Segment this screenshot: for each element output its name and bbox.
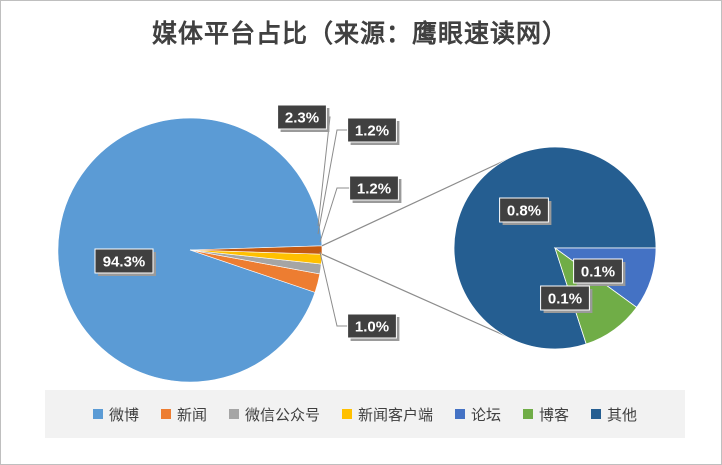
legend-label: 新闻客户端 xyxy=(357,405,433,424)
leader-line xyxy=(319,251,348,327)
legend-swatch xyxy=(341,409,352,419)
leader-lines xyxy=(296,116,350,327)
svg-text:1.2%: 1.2% xyxy=(357,181,391,198)
legend-item-news: 新闻 xyxy=(160,404,207,425)
connector-lines xyxy=(321,158,509,338)
legend-item-other: 其他 xyxy=(591,404,637,425)
legend-item-weibo: 微博 xyxy=(92,404,139,425)
legend-label: 微博 xyxy=(108,405,139,424)
data-label-other-total: 1.0% xyxy=(347,313,400,341)
svg-text:1.0%: 1.0% xyxy=(355,319,389,336)
data-label-news-app: 1.2% xyxy=(349,175,402,203)
legend-label: 博客 xyxy=(539,405,570,424)
svg-text:0.8%: 0.8% xyxy=(507,203,541,220)
legend-item-forum: 论坛 xyxy=(455,404,501,425)
legend-swatch xyxy=(228,409,239,419)
legend-label: 新闻 xyxy=(176,405,207,424)
data-label-forum: 0.1% xyxy=(573,258,626,286)
legend-swatch xyxy=(455,409,465,419)
svg-text:1.2%: 1.2% xyxy=(355,123,389,140)
data-labels: 94.3% 2.3% 1.2% 1.2% 1.0% 0.8% 0.1% 0.1% xyxy=(94,104,626,341)
pie-of-pie-chart: 94.3% 2.3% 1.2% 1.2% 1.0% 0.8% 0.1% 0.1% xyxy=(57,104,657,383)
svg-text:0.1%: 0.1% xyxy=(548,291,582,308)
data-label-news: 2.3% xyxy=(277,104,330,132)
legend-item-blog: 博客 xyxy=(523,404,569,425)
chart-title: 媒体平台占比（来源：鹰眼速读网） xyxy=(151,19,568,48)
legend-item-wechat: 微信公众号 xyxy=(228,404,320,425)
legend-swatch xyxy=(591,409,602,419)
legend-label: 其他 xyxy=(607,405,638,424)
leader-line xyxy=(319,187,350,243)
legend-label: 论坛 xyxy=(471,405,502,424)
legend: 微博 新闻 微信公众号 新闻客户端 论坛 博客 其他 xyxy=(45,390,685,438)
main-pie xyxy=(57,117,323,383)
main-slice-other xyxy=(189,245,323,255)
svg-text:2.3%: 2.3% xyxy=(285,110,319,127)
legend-swatch xyxy=(92,409,103,419)
legend-swatch xyxy=(523,409,534,419)
legend-item-news-app: 新闻客户端 xyxy=(341,404,433,425)
leader-line xyxy=(317,129,348,235)
connector-bottom xyxy=(321,253,509,338)
svg-text:94.3%: 94.3% xyxy=(103,254,146,271)
secondary-pie xyxy=(453,146,657,350)
data-label-other: 0.8% xyxy=(499,197,552,225)
data-label-weibo: 94.3% xyxy=(94,248,156,276)
legend-swatch xyxy=(160,409,171,419)
connector-top xyxy=(321,158,509,247)
main-slice-weibo xyxy=(57,117,323,383)
svg-text:0.1%: 0.1% xyxy=(581,264,615,281)
data-label-blog: 0.1% xyxy=(540,285,593,313)
legend-label: 微信公众号 xyxy=(244,405,320,424)
data-label-wechat: 1.2% xyxy=(347,117,400,145)
